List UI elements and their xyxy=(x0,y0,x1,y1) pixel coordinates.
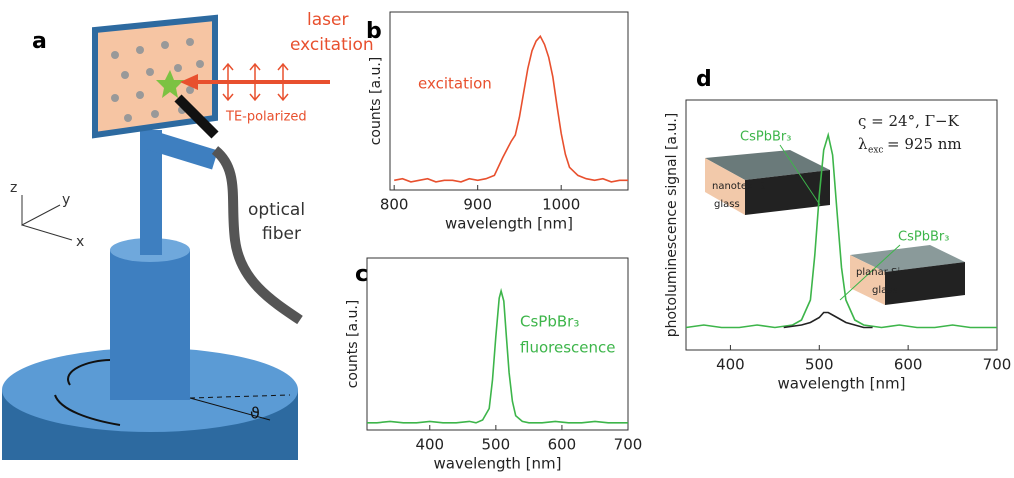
annotation: ς = 24°, Γ−K xyxy=(858,112,960,130)
x-tick-label: 900 xyxy=(463,196,492,214)
x-tick-label: 1000 xyxy=(542,196,580,214)
diagram-label: ϑ xyxy=(250,404,260,423)
x-tick-label: 500 xyxy=(482,436,511,454)
x-tick-label: 600 xyxy=(548,436,577,454)
panel-d-insets xyxy=(705,145,965,305)
annotation: CsPbBr₃ xyxy=(898,230,949,245)
diagram-label: z xyxy=(10,180,17,196)
annotation: planar Si xyxy=(856,267,900,278)
panel-label: b xyxy=(366,19,382,44)
x-tick-label: 700 xyxy=(983,356,1012,374)
x-axis-label: wavelength [nm] xyxy=(434,455,562,473)
panel-label: a xyxy=(32,29,47,54)
diagram-label: TE-polarized xyxy=(225,110,307,125)
panel-label: c xyxy=(355,262,368,287)
annotation: λ xyxy=(858,135,868,153)
annotation: glass xyxy=(714,199,740,210)
x-axis-label: wavelength [nm] xyxy=(445,215,573,233)
y-axis-label: counts [a.u.] xyxy=(345,300,361,389)
x-tick-label: 700 xyxy=(614,436,643,454)
spectrum-line xyxy=(367,291,628,423)
annotation: CsPbBr₃ xyxy=(520,313,579,331)
x-tick-label: 400 xyxy=(716,356,745,374)
panel-label: d xyxy=(696,67,712,92)
plot-frame xyxy=(390,12,628,190)
x-axis-label: wavelength [nm] xyxy=(778,375,906,393)
figure: a laser excitation TE-polarized z y x optical fi… xyxy=(0,0,1014,474)
diagram-label: laser xyxy=(307,10,348,30)
x-tick-label: 800 xyxy=(380,196,409,214)
diagram-label: optical xyxy=(248,200,305,220)
y-axis-label: counts [a.u.] xyxy=(368,57,384,146)
diagram-label: excitation xyxy=(290,35,374,55)
annotation: CsPbBr₃ xyxy=(740,130,791,145)
spectrum-line xyxy=(394,36,628,182)
annotation: fluorescence xyxy=(520,339,615,357)
annotation: excitation xyxy=(418,75,492,93)
diagram-label: fiber xyxy=(262,224,301,244)
annotation: = 925 nm xyxy=(887,135,962,153)
spectrum-line xyxy=(784,313,873,328)
annotation: glass xyxy=(872,285,898,296)
x-tick-label: 600 xyxy=(894,356,923,374)
y-axis-label: photoluminescence signal [a.u.] xyxy=(664,113,680,338)
annotation: nanotex. Si xyxy=(712,181,768,192)
x-tick-label: 400 xyxy=(415,436,444,454)
annotation: exc xyxy=(868,146,883,156)
diagram-label: x xyxy=(76,234,84,250)
x-tick-label: 500 xyxy=(805,356,834,374)
diagram-label: y xyxy=(62,192,70,208)
